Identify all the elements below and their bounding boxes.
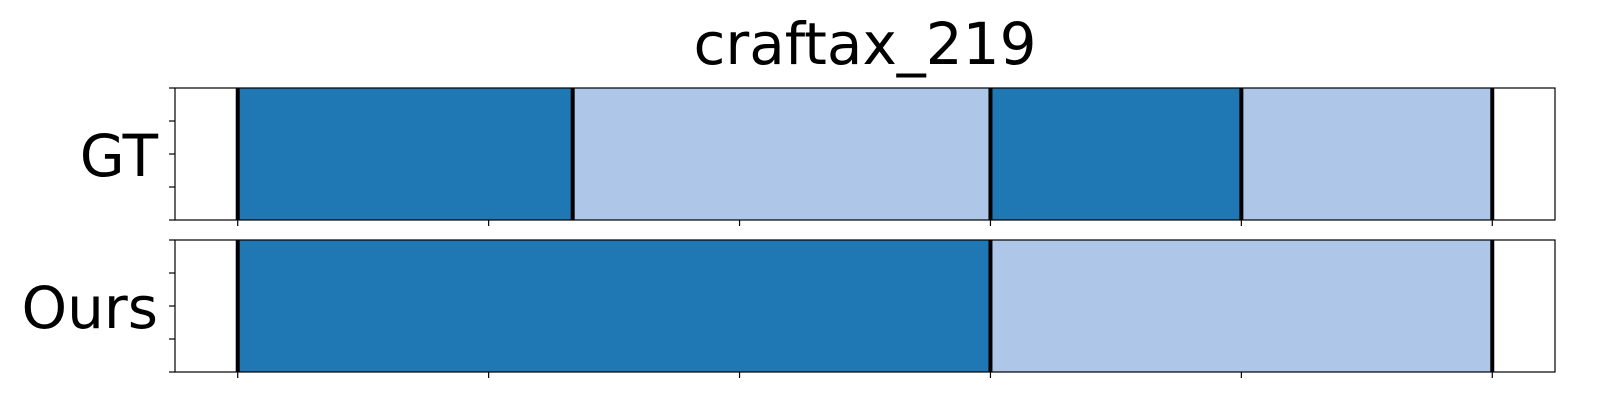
segment-bar (990, 88, 1242, 220)
segment-bar (1241, 88, 1493, 220)
segment-bar (237, 88, 573, 220)
row-label: GT (80, 122, 159, 190)
segment-bar (237, 240, 991, 372)
segment-bar (990, 240, 1493, 372)
panels: GT Ours (22, 87, 1556, 378)
row-label: Ours (22, 274, 158, 342)
chart-title: craftax_219 (694, 10, 1037, 78)
segment-bar (572, 88, 991, 220)
